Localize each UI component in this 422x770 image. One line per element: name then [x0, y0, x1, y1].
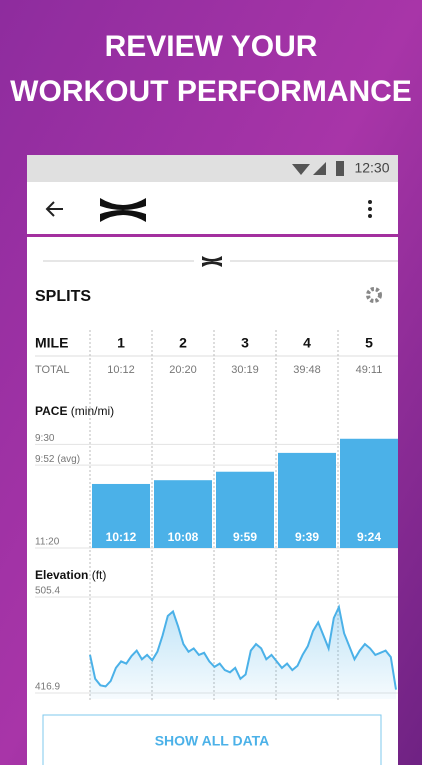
bar — [278, 452, 336, 548]
mile-number: 4 — [303, 335, 311, 351]
battery-icon — [336, 161, 344, 176]
total-time: 39:48 — [293, 364, 321, 376]
wifi-icon — [292, 164, 310, 175]
bar — [92, 483, 150, 548]
accent-line — [27, 234, 398, 237]
splits-title: SPLITS — [35, 288, 91, 305]
elevation-title-text: Elevation — [35, 568, 88, 582]
bar-label: 10:12 — [106, 530, 137, 544]
bar — [154, 480, 212, 548]
y-tick-label: 505.4 — [35, 586, 60, 597]
elevation-area — [90, 607, 396, 699]
mile-number: 5 — [365, 335, 373, 351]
bar — [340, 438, 398, 548]
total-time: 20:20 — [169, 364, 197, 376]
show-all-label[interactable]: SHOW ALL DATA — [155, 733, 270, 749]
pace-title-text: PACE — [35, 404, 67, 418]
bar — [216, 471, 274, 548]
small-logo — [202, 256, 222, 267]
y-tick-label: 9:52 (avg) — [35, 454, 80, 465]
elevation-unit: (ft) — [92, 568, 107, 582]
mile-number: 2 — [179, 335, 187, 351]
bar-label: 9:39 — [295, 530, 319, 544]
bar-label: 9:24 — [357, 530, 381, 544]
show-all-button[interactable] — [42, 714, 382, 765]
app-bar — [27, 182, 398, 235]
mile-number: 1 — [117, 335, 125, 351]
bar-label: 9:59 — [233, 530, 257, 544]
total-time: 10:12 — [107, 364, 135, 376]
headline: WORKOUT PERFORMANCE — [10, 75, 412, 108]
mile-label: MILE — [35, 335, 68, 351]
bar-label: 10:08 — [168, 530, 199, 544]
logo — [100, 198, 146, 222]
total-time: 49:11 — [356, 364, 383, 376]
elevation-line — [89, 604, 397, 690]
headline: REVIEW YOUR — [105, 30, 318, 63]
total-time: 30:19 — [231, 364, 259, 376]
y-tick-label: 9:30 — [35, 433, 55, 444]
back-button[interactable] — [45, 201, 63, 217]
settings-button[interactable] — [366, 287, 382, 303]
phone: 12:30 SPLITS MILE TOTAL PACE (min/mi) El… — [27, 155, 398, 765]
clock: 12:30 — [354, 160, 389, 176]
total-label: TOTAL — [35, 364, 69, 376]
signal-icon — [313, 162, 326, 175]
y-tick-label: 11:20 — [35, 537, 60, 548]
elevation-title: Elevation (ft) — [35, 568, 106, 582]
menu-button[interactable] — [368, 200, 372, 218]
pace-title: PACE (min/mi) — [35, 404, 114, 418]
y-tick-label: 416.9 — [35, 682, 60, 693]
mile-number: 3 — [241, 335, 249, 351]
pace-unit: (min/mi) — [71, 404, 114, 418]
